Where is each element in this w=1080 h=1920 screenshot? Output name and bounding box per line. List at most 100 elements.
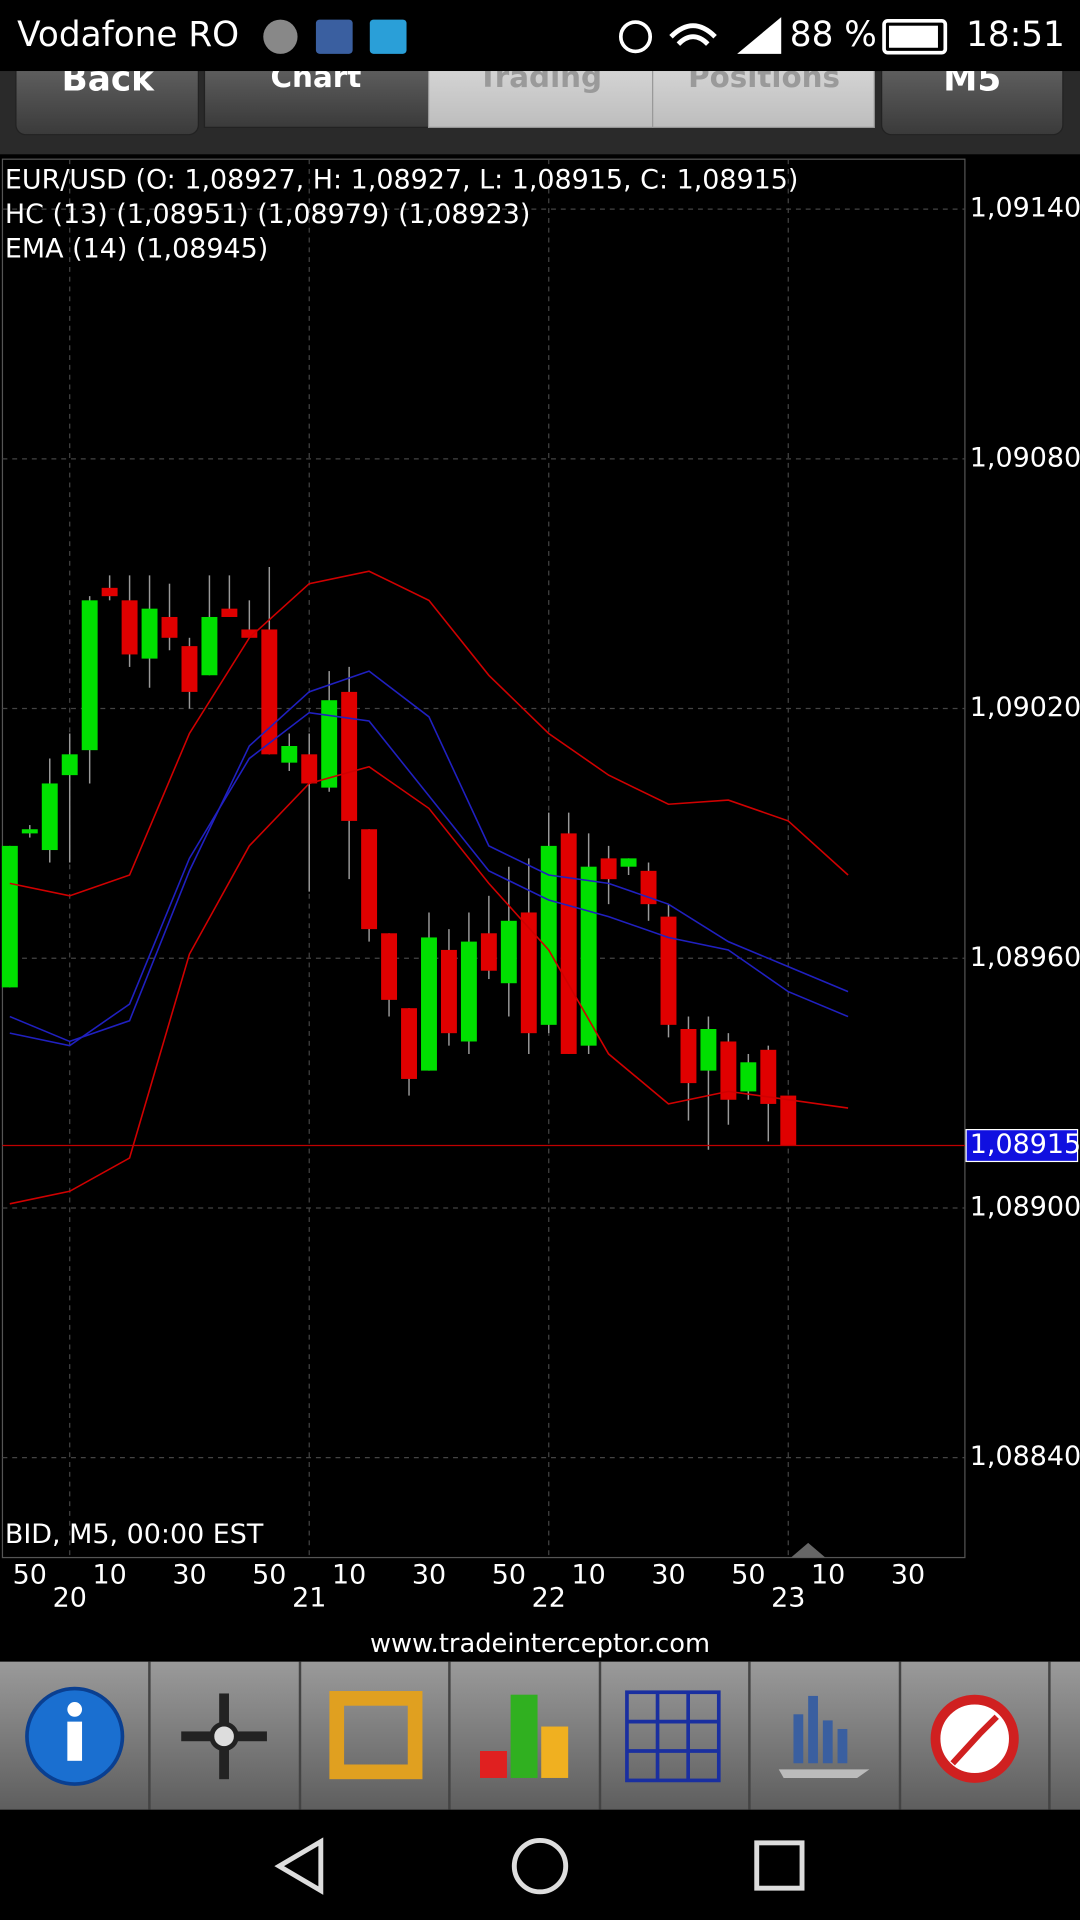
website: www.tradeinterceptor.com [370, 1629, 710, 1659]
candle-body [540, 845, 557, 1025]
info-button[interactable] [25, 1686, 125, 1786]
carrier: Vodafone RO [17, 15, 239, 55]
indicator-line [9, 765, 849, 1205]
candle-body [301, 754, 318, 784]
candle-body [41, 783, 58, 851]
candle-body [201, 616, 218, 676]
signal-icon [737, 17, 782, 54]
info-icon-bar[interactable] [67, 1721, 83, 1761]
indicator-line [9, 670, 849, 1043]
x-tick-label: 23 [771, 1583, 805, 1614]
x-tick-label: 50 [13, 1559, 47, 1590]
candle-body [500, 920, 517, 984]
candle-body [660, 916, 677, 1025]
tab-label[interactable]: Positions [688, 60, 840, 94]
chart-type-button[interactable] [778, 1695, 870, 1778]
tab-positions[interactable] [652, 49, 875, 128]
candle-body [401, 1008, 417, 1079]
x-tick-label: 22 [532, 1583, 566, 1614]
clock: 18:51 [966, 15, 1065, 55]
chart-type-icon[interactable] [793, 1714, 804, 1764]
candle-body [720, 1041, 737, 1100]
bars-icon[interactable] [510, 1694, 538, 1778]
chart-type-icon[interactable] [808, 1695, 818, 1764]
nav-back[interactable] [274, 1837, 324, 1895]
candle-body [600, 858, 617, 880]
candle-body [121, 600, 138, 655]
grid-button[interactable] [625, 1690, 721, 1783]
x-tick-label: 50 [492, 1559, 526, 1590]
chart-type-icon[interactable] [778, 1769, 870, 1778]
tab-label[interactable]: Chart [271, 60, 362, 94]
indicators-button[interactable] [480, 1694, 569, 1778]
candle-body [281, 745, 298, 763]
tab-label[interactable]: Back [62, 59, 156, 99]
tab-trading[interactable] [427, 49, 654, 128]
grid-icon[interactable] [626, 1692, 719, 1781]
candle-body [21, 829, 38, 834]
candle-body [341, 691, 358, 821]
app-icon [369, 19, 407, 54]
tab-timeframe[interactable] [881, 49, 1064, 136]
candle-body [1, 845, 18, 988]
ruler-icon[interactable] [329, 1691, 423, 1780]
nav-bar [0, 1809, 1080, 1920]
tab-back[interactable] [15, 49, 199, 136]
chart-type-icon[interactable] [837, 1728, 848, 1764]
crosshair-button[interactable] [181, 1693, 267, 1780]
nav-home[interactable] [511, 1837, 569, 1895]
legend-line: EMA (14) (1,08945) [5, 233, 268, 264]
app-icon [263, 19, 298, 54]
candle-body [520, 912, 537, 1034]
alarm-icon [618, 20, 653, 54]
chart-footer-label: BID, M5, 00:00 EST [5, 1519, 264, 1550]
legend-line: EUR/USD (O: 1,08927, H: 1,08927, L: 1,08… [5, 165, 799, 196]
candle-body [361, 829, 378, 930]
x-tick-label: 10 [92, 1559, 126, 1590]
alarm-icon[interactable] [950, 1714, 999, 1766]
candle-body [421, 937, 437, 1071]
candle-body [261, 629, 278, 755]
chart [1, 159, 965, 1558]
nav-recent[interactable] [754, 1840, 805, 1891]
drawing-button[interactable] [329, 1691, 423, 1780]
battery-level: 88 % [790, 15, 877, 55]
tab-label[interactable]: M5 [943, 59, 1001, 99]
candle-body [81, 600, 98, 751]
candle-body [460, 941, 477, 1042]
y-tick-label: 1,09080 [970, 442, 1080, 473]
candle-body [480, 933, 497, 971]
x-tick-label: 10 [811, 1559, 845, 1590]
x-tick-label: 10 [332, 1559, 366, 1590]
x-tick-label: 21 [292, 1583, 326, 1614]
wifi-icon [669, 23, 717, 46]
battery-icon [882, 18, 948, 55]
candle-body [560, 833, 577, 1054]
y-tick-label: 1,08960 [970, 942, 1080, 973]
chart-type-icon[interactable] [822, 1720, 833, 1764]
info-icon-dot[interactable] [67, 1702, 83, 1717]
y-tick-label: 1,09020 [970, 692, 1080, 723]
candle-body [141, 608, 158, 659]
chart-frame [1, 158, 966, 1559]
tab-label[interactable]: Trading [478, 60, 602, 94]
candle-body [620, 858, 637, 867]
crosshair-icon[interactable] [209, 1721, 239, 1752]
bars-icon[interactable] [541, 1726, 569, 1778]
candle-body [221, 608, 238, 617]
x-tick-label: 30 [651, 1559, 685, 1590]
candle-body [61, 754, 78, 776]
candle-body [440, 949, 457, 1034]
grid-icon[interactable] [625, 1690, 721, 1783]
indicator-line [9, 711, 849, 1047]
candle-body [101, 587, 118, 597]
tab-chart[interactable] [203, 49, 430, 128]
y-tick-label: 1,08900 [970, 1191, 1080, 1222]
scroll-marker[interactable] [791, 1542, 826, 1558]
x-tick-label: 50 [731, 1559, 765, 1590]
x-tick-label: 30 [412, 1559, 446, 1590]
alarm-button[interactable] [930, 1694, 1019, 1783]
bars-icon[interactable] [480, 1751, 507, 1778]
